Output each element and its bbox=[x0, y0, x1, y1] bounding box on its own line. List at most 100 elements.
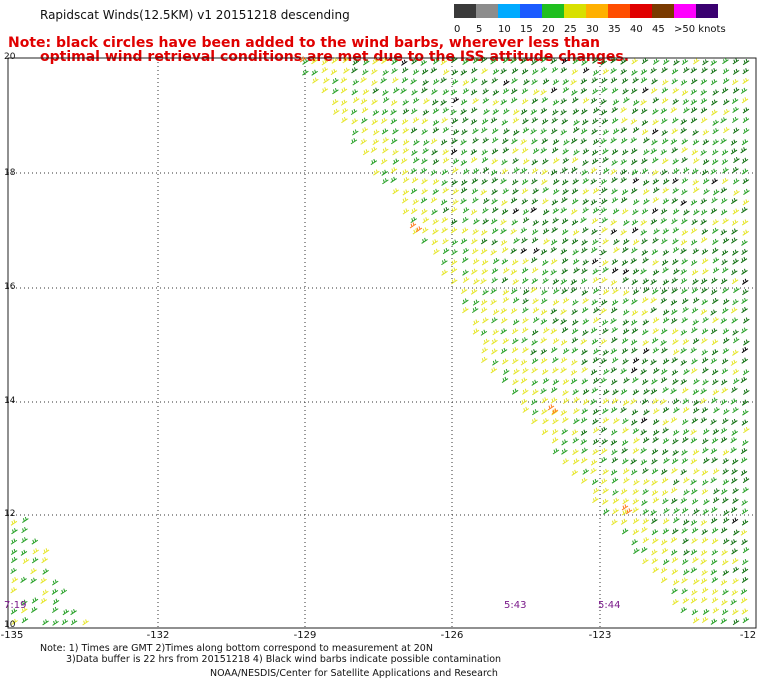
wind-barb bbox=[442, 69, 450, 76]
wind-barb bbox=[712, 468, 720, 475]
wind-barb bbox=[550, 57, 558, 65]
wind-barb bbox=[661, 238, 668, 245]
wind-barb bbox=[631, 58, 638, 65]
wind-barb bbox=[600, 377, 607, 384]
wind-barb bbox=[722, 328, 730, 335]
wind-barb bbox=[511, 328, 519, 335]
wind-barb bbox=[460, 149, 468, 156]
wind-barb bbox=[409, 222, 417, 229]
wind-barb bbox=[743, 388, 750, 395]
wind-barb bbox=[350, 108, 358, 116]
wind-barb bbox=[662, 58, 670, 65]
wind-barb bbox=[732, 299, 739, 306]
wind-barb bbox=[373, 169, 380, 176]
wind-barb bbox=[550, 87, 558, 94]
wind-barb bbox=[690, 549, 698, 556]
wind-barb bbox=[571, 469, 579, 476]
wind-barb bbox=[520, 377, 528, 384]
wind-barb bbox=[622, 358, 629, 365]
wind-barb bbox=[511, 138, 518, 145]
wind-barb bbox=[441, 169, 449, 176]
wind-barb bbox=[670, 299, 678, 306]
wind-barb bbox=[632, 268, 640, 275]
wind-barb bbox=[712, 389, 720, 396]
wind-barb bbox=[702, 367, 709, 374]
wind-barb bbox=[571, 429, 579, 436]
wind-barb bbox=[431, 208, 438, 216]
wind-barb bbox=[701, 537, 709, 544]
wind-barb bbox=[630, 137, 637, 144]
wind-barb bbox=[582, 207, 589, 214]
wind-barb bbox=[610, 57, 617, 64]
wind-barb bbox=[682, 519, 690, 526]
wind-barb bbox=[742, 127, 750, 135]
wind-barb bbox=[452, 158, 460, 165]
wind-barb bbox=[333, 108, 340, 115]
wind-barb bbox=[651, 458, 658, 465]
wind-barb bbox=[681, 258, 688, 265]
wind-barb bbox=[732, 608, 739, 616]
wind-barb bbox=[511, 259, 519, 266]
wind-barb bbox=[531, 329, 539, 336]
wind-barb bbox=[432, 58, 440, 65]
wind-barb bbox=[402, 177, 410, 184]
wind-barb bbox=[741, 346, 749, 354]
wind-barb bbox=[441, 258, 448, 266]
wind-barb bbox=[721, 249, 729, 256]
wind-barb bbox=[721, 549, 728, 556]
wind-barb bbox=[620, 388, 628, 395]
wind-barb bbox=[572, 108, 580, 115]
wind-barb bbox=[682, 98, 690, 105]
wind-barb bbox=[522, 118, 529, 125]
wind-barb bbox=[462, 116, 469, 124]
wind-barb bbox=[741, 508, 749, 515]
wind-barb bbox=[531, 159, 539, 166]
wind-barb bbox=[581, 289, 589, 296]
wind-barb bbox=[552, 367, 559, 374]
wind-barb bbox=[420, 59, 428, 66]
wind-barb bbox=[630, 118, 638, 125]
wind-barb bbox=[582, 297, 589, 304]
wind-barb bbox=[361, 127, 369, 134]
wind-barb bbox=[520, 108, 528, 115]
wind-barb bbox=[541, 397, 549, 404]
wind-barb bbox=[571, 328, 579, 335]
wind-barb bbox=[650, 278, 657, 286]
wind-barb bbox=[652, 418, 660, 426]
wind-barb bbox=[690, 428, 697, 436]
wind-barb bbox=[532, 188, 539, 195]
wind-barb bbox=[671, 197, 678, 204]
wind-barb bbox=[491, 317, 498, 324]
wind-barb bbox=[542, 158, 549, 165]
wind-barb bbox=[513, 167, 520, 174]
wind-barb bbox=[681, 449, 688, 456]
wind-barb bbox=[620, 127, 628, 134]
wind-barb bbox=[600, 299, 608, 306]
wind-barb bbox=[571, 238, 579, 245]
wind-barb bbox=[721, 177, 729, 185]
wind-barb bbox=[561, 179, 569, 186]
wind-barb bbox=[662, 198, 670, 205]
wind-barb bbox=[442, 107, 450, 114]
wind-barb bbox=[592, 138, 600, 146]
wind-barb bbox=[683, 549, 690, 556]
wind-barb bbox=[501, 246, 509, 253]
colorbar-segment bbox=[454, 4, 476, 18]
wind-barb bbox=[680, 118, 688, 125]
wind-barb bbox=[402, 108, 410, 115]
wind-barb bbox=[630, 158, 638, 166]
wind-barb bbox=[640, 219, 647, 226]
wind-barb bbox=[723, 99, 730, 106]
wind-barb bbox=[552, 207, 560, 214]
wind-barb bbox=[730, 437, 737, 444]
wind-barb bbox=[521, 267, 529, 274]
wind-barb bbox=[700, 107, 708, 114]
wind-barb bbox=[622, 458, 629, 465]
lat-label-10: 10 bbox=[4, 620, 16, 630]
wind-barb bbox=[662, 267, 669, 274]
wind-barb bbox=[712, 497, 720, 504]
wind-barb bbox=[731, 429, 738, 436]
wind-barb bbox=[721, 307, 729, 314]
wind-barb bbox=[701, 298, 708, 306]
wind-barb bbox=[590, 459, 598, 466]
